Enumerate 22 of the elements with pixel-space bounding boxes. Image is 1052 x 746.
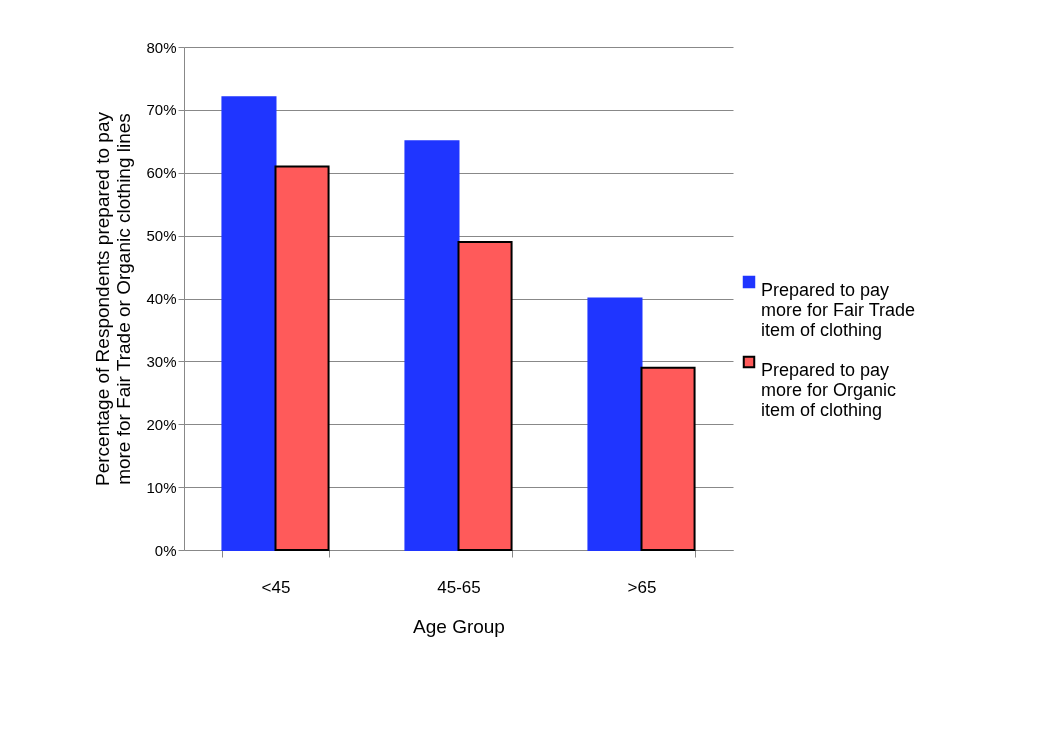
legend-label: Prepared to pay more for Fair Trade item of clothing (761, 280, 916, 340)
bar (404, 140, 460, 551)
y-tick-label: 70% (146, 101, 177, 119)
bar (221, 96, 277, 551)
x-tick-label: >65 (627, 577, 657, 597)
bar (274, 165, 330, 551)
y-tick-label: 0% (154, 541, 177, 559)
bar (640, 366, 696, 551)
bar (587, 297, 643, 551)
x-tick-label: 45-65 (437, 577, 481, 597)
y-tick-label: 20% (146, 415, 177, 433)
x-tick-label: <45 (261, 577, 291, 597)
x-axis-title: Age Group (413, 615, 505, 637)
legend-label: Prepared to pay more for Organic item of clothing (761, 360, 897, 420)
y-tick-label: 30% (146, 352, 177, 370)
y-tick-label: 50% (146, 227, 177, 245)
y-tick-label: 40% (146, 290, 177, 307)
y-tick-label: 80% (146, 38, 177, 56)
y-axis-title: Percentage of Respondents prepared to pay more for Fair Trade or Organic clothing lines (92, 111, 135, 486)
y-tick-label: 60% (146, 164, 177, 182)
bar (457, 240, 513, 551)
y-tick-label: 10% (146, 478, 177, 496)
